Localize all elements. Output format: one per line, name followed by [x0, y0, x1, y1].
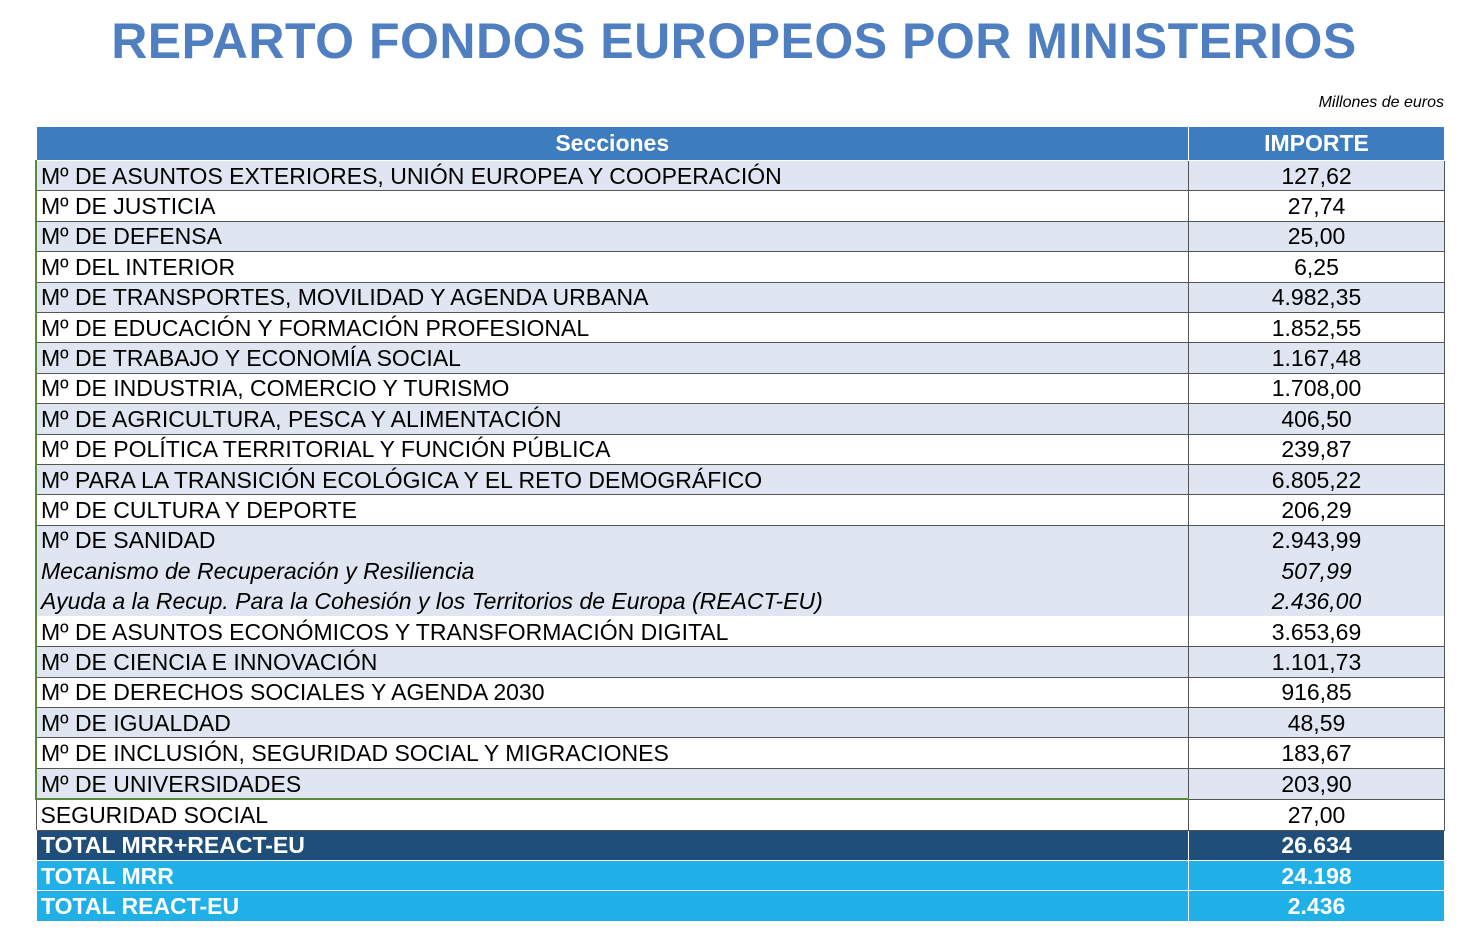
table-row: Mº DE TRANSPORTES, MOVILIDAD Y AGENDA UR… — [35, 281, 1445, 313]
amount-cell: 916,85 — [1188, 676, 1445, 709]
title: REPARTO FONDOS EUROPEOS POR MINISTERIOS — [111, 13, 1357, 69]
amount-cell: 1.708,00 — [1188, 372, 1445, 405]
amount-cell: 25,00 — [1188, 220, 1445, 253]
amount-cell: 48,59 — [1188, 707, 1445, 739]
table-row: TOTAL REACT-EU 2.436 — [35, 890, 1445, 922]
table-row: Mº DE SANIDAD 2.943,99 — [35, 524, 1445, 556]
table-row: Mº DE TRABAJO Y ECONOMÍA SOCIAL 1.167,48 — [35, 342, 1445, 374]
table-row: Mº DE POLÍTICA TERRITORIAL Y FUNCIÓN PÚB… — [35, 433, 1445, 465]
amount-cell: 206,29 — [1188, 494, 1445, 526]
amount-cell: 6,25 — [1188, 251, 1445, 283]
table-row: Mº DE INCLUSIÓN, SEGURIDAD SOCIAL Y MIGR… — [35, 737, 1445, 769]
section-cell: Mº DE POLÍTICA TERRITORIAL Y FUNCIÓN PÚB… — [35, 433, 1189, 465]
table-body: Mº DE ASUNTOS EXTERIORES, UNIÓN EUROPEA … — [35, 159, 1445, 922]
table-row: Mº PARA LA TRANSICIÓN ECOLÓGICA Y EL RET… — [35, 463, 1445, 496]
section-cell: Mº DE EDUCACIÓN Y FORMACIÓN PROFESIONAL — [35, 311, 1189, 344]
section-cell: Mº DE INDUSTRIA, COMERCIO Y TURISMO — [35, 372, 1189, 405]
table-row: Mº DE ASUNTOS ECONÓMICOS Y TRANSFORMACIÓ… — [35, 615, 1445, 648]
unit-note: Millones de euros — [1318, 94, 1444, 111]
section-cell: Mº DE ASUNTOS EXTERIORES, UNIÓN EUROPEA … — [35, 159, 1189, 192]
amount-cell: 1.852,55 — [1188, 311, 1445, 344]
section-cell: Mº DE JUSTICIA — [35, 190, 1189, 222]
amount-cell: 2.436 — [1188, 890, 1445, 922]
table-row: Mº DE EDUCACIÓN Y FORMACIÓN PROFESIONAL 1… — [35, 311, 1445, 344]
header-cell: Secciones — [35, 126, 1189, 161]
section-cell: Mº DE AGRICULTURA, PESCA Y ALIMENTACIÓN — [35, 403, 1189, 435]
section-cell: Mecanismo de Recuperación y Resiliencia — [35, 555, 1189, 586]
amount-cell: 2.943,99 — [1188, 524, 1445, 556]
table-row: Ayuda a la Recup. Para la Cohesión y los… — [35, 585, 1445, 617]
section-cell: Mº DE DEFENSA — [35, 220, 1189, 253]
amount-cell: 127,62 — [1188, 159, 1445, 192]
section-cell: Mº DEL INTERIOR — [35, 251, 1189, 283]
table-row: Mº DE ASUNTOS EXTERIORES, UNIÓN EUROPEA … — [35, 159, 1445, 192]
section-cell: Mº DE SANIDAD — [35, 524, 1189, 556]
amount-cell: 26.634 — [1188, 829, 1445, 861]
amount-cell: 27,00 — [1188, 798, 1445, 831]
table-row: Mº DE JUSTICIA 27,74 — [35, 190, 1445, 222]
section-cell: Ayuda a la Recup. Para la Cohesión y los… — [35, 585, 1189, 617]
section-cell: Mº PARA LA TRANSICIÓN ECOLÓGICA Y EL RET… — [35, 463, 1189, 496]
section-cell: Mº DE ASUNTOS ECONÓMICOS Y TRANSFORMACIÓ… — [35, 615, 1189, 648]
section-cell: Mº DE IGUALDAD — [35, 707, 1189, 739]
table-row: TOTAL MRR 24.198 — [35, 859, 1445, 892]
section-cell: TOTAL MRR — [35, 859, 1189, 892]
section-cell: Mº DE TRANSPORTES, MOVILIDAD Y AGENDA UR… — [35, 281, 1189, 313]
section-cell: Mº DE CIENCIA E INNOVACIÓN — [35, 646, 1189, 678]
table-row: Mº DEL INTERIOR 6,25 — [35, 251, 1445, 283]
amount-cell: 4.982,35 — [1188, 281, 1445, 313]
amount-cell: 3.653,69 — [1188, 615, 1445, 648]
table-row: Mº DE AGRICULTURA, PESCA Y ALIMENTACIÓN 4… — [35, 403, 1445, 435]
amount-cell: 183,67 — [1188, 737, 1445, 769]
section-cell: Mº DE CULTURA Y DEPORTE — [35, 494, 1189, 526]
section-cell: TOTAL MRR+REACT-EU — [35, 829, 1189, 861]
funds-table: Secciones IMPORTE Mº DE ASUNTOS EXTERIOR… — [35, 126, 1445, 922]
header-cell: IMPORTE — [1188, 126, 1445, 161]
table-row: Mecanismo de Recuperación y Resiliencia 5… — [35, 555, 1445, 586]
table-row: TOTAL MRR+REACT-EU 26.634 — [35, 829, 1445, 861]
table-row: Mº DE CULTURA Y DEPORTE 206,29 — [35, 494, 1445, 526]
table-row: SEGURIDAD SOCIAL 27,00 — [35, 798, 1445, 831]
table-row: Mº DE UNIVERSIDADES 203,90 — [35, 767, 1445, 800]
amount-cell: 24.198 — [1188, 859, 1445, 892]
section-cell: Mº DE DERECHOS SOCIALES Y AGENDA 2030 — [35, 676, 1189, 709]
section-cell: Mº DE UNIVERSIDADES — [35, 767, 1189, 800]
amount-cell: 1.167,48 — [1188, 342, 1445, 374]
table-row: Mº DE DERECHOS SOCIALES Y AGENDA 2030 916… — [35, 676, 1445, 709]
section-cell: Mº DE TRABAJO Y ECONOMÍA SOCIAL — [35, 342, 1189, 374]
table-row: Mº DE CIENCIA E INNOVACIÓN 1.101,73 — [35, 646, 1445, 678]
amount-cell: 406,50 — [1188, 403, 1445, 435]
table-row: Mº DE INDUSTRIA, COMERCIO Y TURISMO 1.708… — [35, 372, 1445, 405]
section-cell: TOTAL REACT-EU — [35, 890, 1189, 922]
amount-cell: 507,99 — [1188, 555, 1445, 586]
table-row: Mº DE DEFENSA 25,00 — [35, 220, 1445, 253]
amount-cell: 239,87 — [1188, 433, 1445, 465]
amount-cell: 1.101,73 — [1188, 646, 1445, 678]
section-cell: SEGURIDAD SOCIAL — [35, 798, 1189, 831]
amount-cell: 203,90 — [1188, 767, 1445, 800]
amount-cell: 2.436,00 — [1188, 585, 1445, 617]
amount-cell: 27,74 — [1188, 190, 1445, 222]
section-cell: Mº DE INCLUSIÓN, SEGURIDAD SOCIAL Y MIGR… — [35, 737, 1189, 769]
header-row: Secciones IMPORTE — [35, 126, 1445, 161]
amount-cell: 6.805,22 — [1188, 463, 1445, 496]
table-row: Mº DE IGUALDAD 48,59 — [35, 707, 1445, 739]
